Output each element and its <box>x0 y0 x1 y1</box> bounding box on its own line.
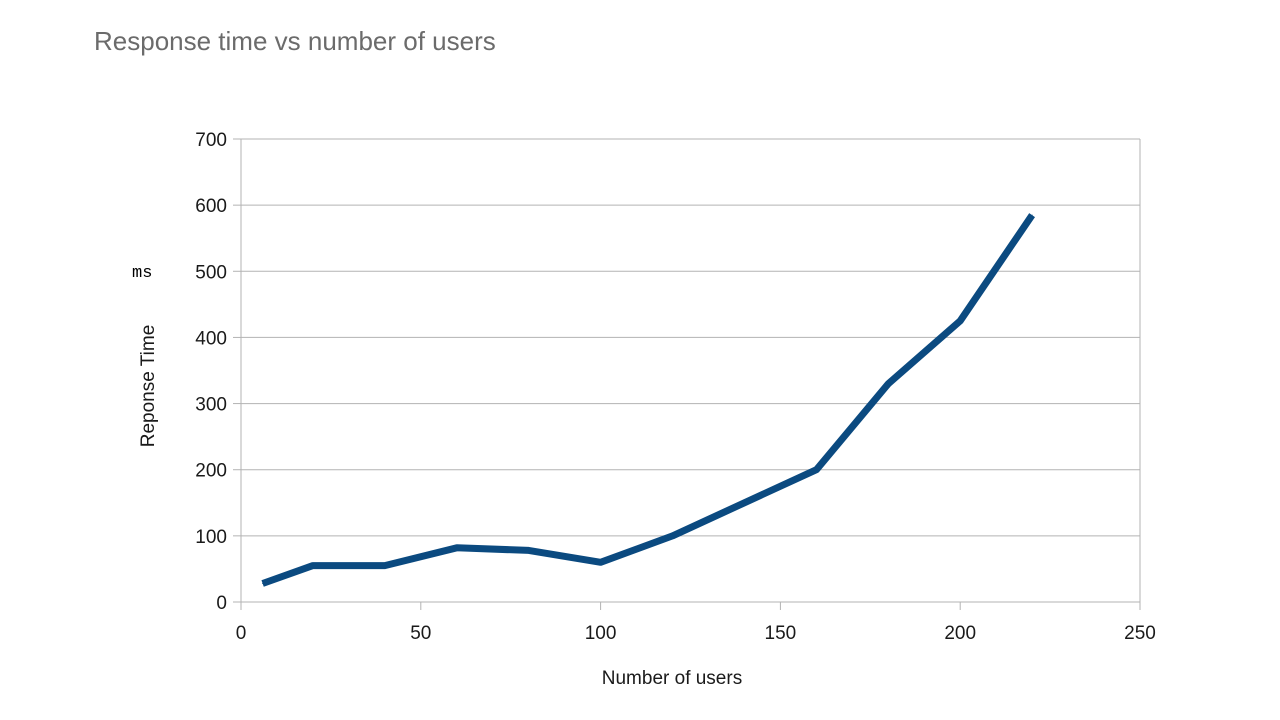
y-tick-label: 700 <box>195 130 227 151</box>
series-layer <box>261 213 1035 587</box>
x-tick-label: 0 <box>236 623 247 644</box>
x-tick-label: 150 <box>765 623 797 644</box>
y-unit-label: ms <box>132 264 153 283</box>
data-point <box>384 565 386 567</box>
data-point <box>456 547 458 549</box>
data-point <box>815 469 817 471</box>
y-tick-label: 400 <box>195 328 227 349</box>
data-point <box>959 320 961 322</box>
slide-title: Response time vs number of users <box>94 26 496 56</box>
data-point <box>743 502 745 504</box>
x-tick-label: 200 <box>944 623 976 644</box>
data-point <box>528 549 530 551</box>
data-point <box>887 383 889 385</box>
x-tick-label: 250 <box>1124 623 1156 644</box>
data-point <box>600 561 602 563</box>
y-tick-label: 600 <box>195 196 227 217</box>
tick-labels: 0 100 200 300 400 500 600 700 0 50 100 150 200 250 <box>195 130 1156 644</box>
data-point <box>312 565 314 567</box>
x-axis-title: Number of users <box>602 668 742 689</box>
data-point <box>262 582 264 584</box>
y-tick-label: 100 <box>195 527 227 548</box>
data-point <box>1031 214 1033 216</box>
data-point <box>672 535 674 537</box>
grid-lines <box>241 138 1140 537</box>
x-tick-label: 100 <box>585 623 617 644</box>
axes <box>233 138 1141 610</box>
series-line <box>261 213 1035 587</box>
y-tick-label: 0 <box>216 593 227 614</box>
x-tick-label: 50 <box>410 623 431 644</box>
y-tick-label: 300 <box>195 395 227 416</box>
y-tick-label: 500 <box>195 262 227 283</box>
y-axis-title: Reponse Time <box>138 325 159 448</box>
y-tick-label: 200 <box>195 461 227 482</box>
